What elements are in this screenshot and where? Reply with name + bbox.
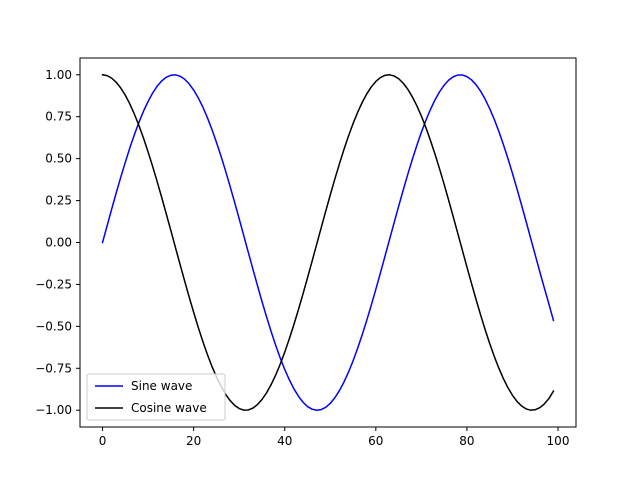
y-tick-label: 0.75	[45, 110, 72, 124]
x-tick-label: 60	[368, 434, 383, 448]
series-line-1	[101, 73, 555, 411]
y-tick-label: −1.00	[35, 403, 72, 417]
y-tick-label: 1.00	[45, 68, 72, 82]
x-tick-label: 100	[547, 434, 570, 448]
y-tick-label: −0.50	[35, 319, 72, 333]
plot-area	[80, 58, 576, 427]
series-line-0	[101, 74, 555, 411]
series-lines	[101, 73, 555, 411]
y-axis-ticks: −1.00 −0.75 −0.50 −0.25 0.00 0.25 0.50 0.75 1.00	[35, 68, 80, 417]
y-tick-label: −0.25	[35, 277, 72, 291]
legend: Sine wave Cosine wave	[86, 373, 226, 421]
x-tick-label: 80	[459, 434, 474, 448]
y-tick-label: 0.00	[45, 236, 72, 250]
x-tick-label: 40	[277, 434, 292, 448]
x-axis-ticks: 0 20 40 60 80 100	[99, 427, 570, 448]
y-tick-label: −0.75	[35, 361, 72, 375]
y-tick-label: 0.25	[45, 194, 72, 208]
legend-label: Sine wave	[131, 379, 192, 393]
legend-label: Cosine wave	[131, 401, 207, 415]
x-tick-label: 20	[186, 434, 201, 448]
y-tick-label: 0.50	[45, 152, 72, 166]
x-tick-label: 0	[99, 434, 107, 448]
